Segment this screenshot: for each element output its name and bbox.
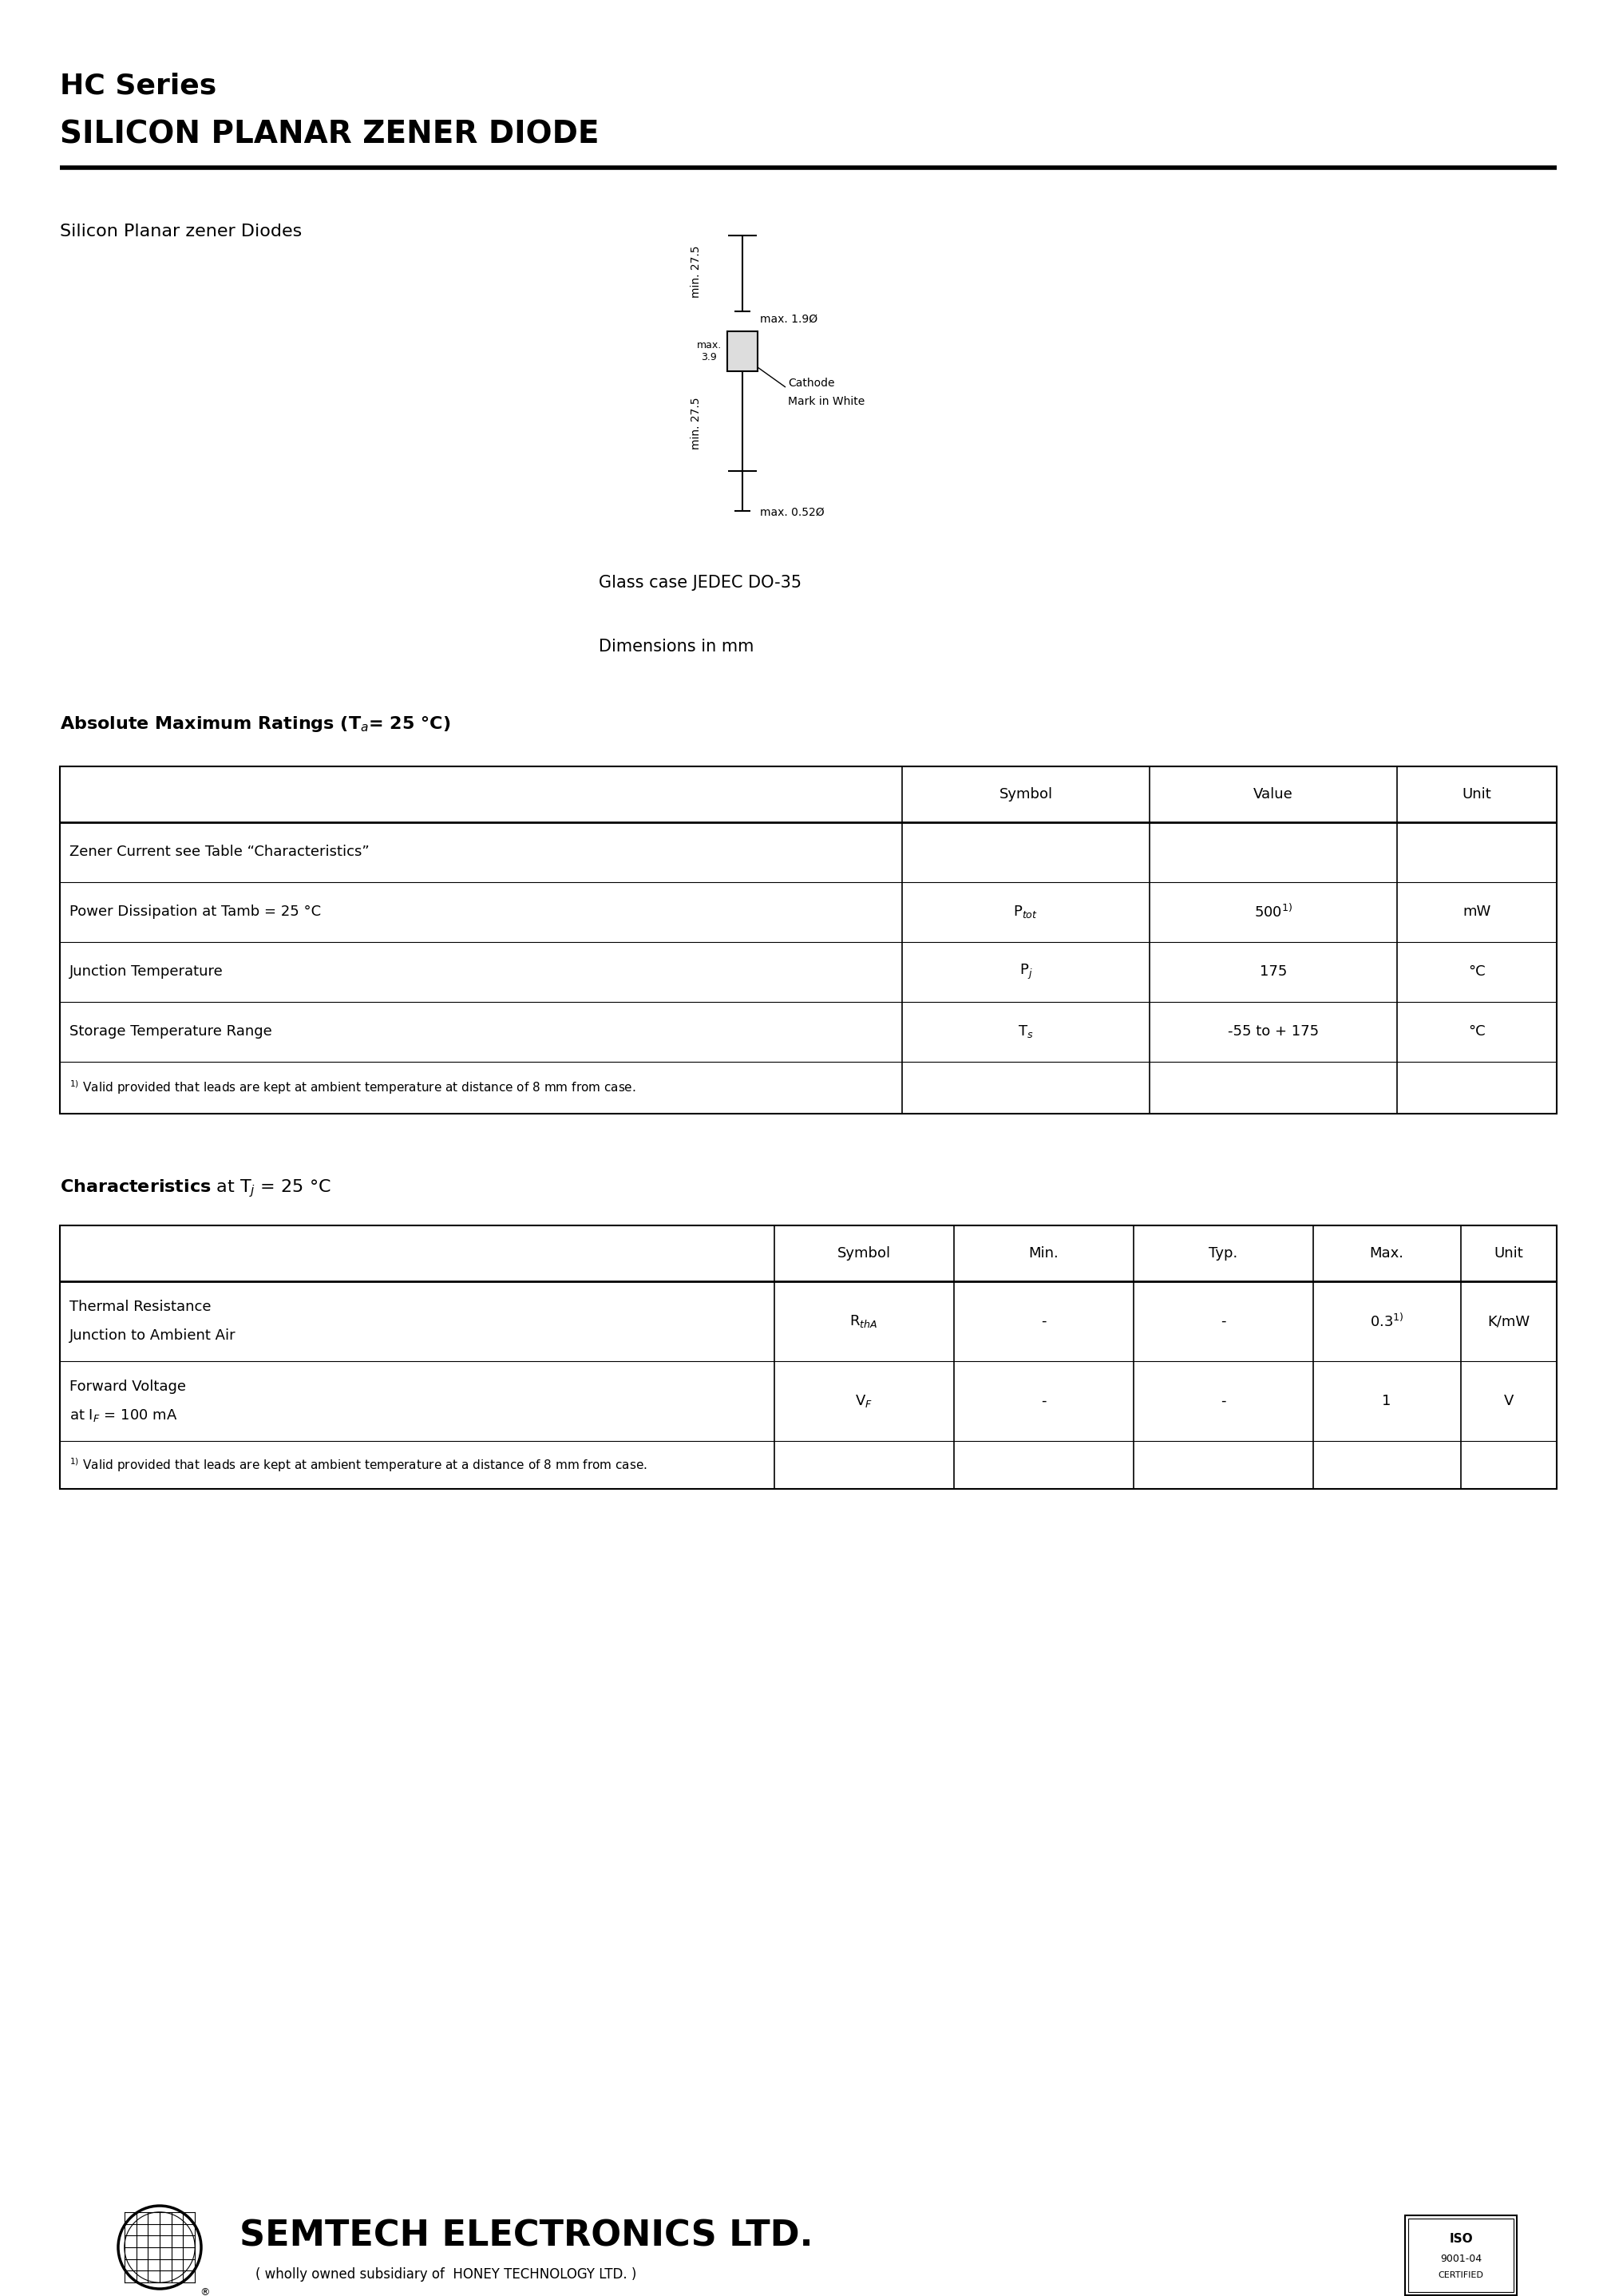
Text: Symbol: Symbol	[837, 1247, 890, 1261]
Bar	[1405, 2216, 1517, 2296]
Text: -: -	[1041, 1394, 1046, 1407]
Text: ISO: ISO	[1450, 2234, 1472, 2245]
Text: R$_{thA}$: R$_{thA}$	[850, 1313, 877, 1329]
Text: min. 27.5: min. 27.5	[691, 246, 702, 298]
Text: T$_{s}$: T$_{s}$	[1019, 1024, 1033, 1040]
Bar	[59, 1226, 1557, 1488]
Text: Silicon Planar zener Diodes: Silicon Planar zener Diodes	[59, 223, 302, 239]
Text: Power Dissipation at Tamb = 25 °C: Power Dissipation at Tamb = 25 °C	[69, 905, 321, 918]
Text: 9001-04: 9001-04	[1440, 2255, 1482, 2264]
Text: max. 0.52Ø: max. 0.52Ø	[760, 507, 824, 519]
Text: P$_{j}$: P$_{j}$	[1019, 962, 1032, 980]
Text: max. 1.9Ø: max. 1.9Ø	[760, 315, 818, 326]
Text: at I$_F$ = 100 mA: at I$_F$ = 100 mA	[69, 1407, 177, 1424]
Text: Typ.: Typ.	[1208, 1247, 1237, 1261]
Text: Min.: Min.	[1028, 1247, 1059, 1261]
Text: min. 27.5: min. 27.5	[691, 397, 702, 450]
Text: $^{1)}$ Valid provided that leads are kept at ambient temperature at distance of: $^{1)}$ Valid provided that leads are ke…	[69, 1079, 636, 1095]
Text: 0.3$^{1)}$: 0.3$^{1)}$	[1369, 1313, 1403, 1329]
Text: SILICON PLANAR ZENER DIODE: SILICON PLANAR ZENER DIODE	[59, 119, 599, 149]
Text: HC Series: HC Series	[59, 71, 217, 99]
Text: Junction Temperature: Junction Temperature	[69, 964, 223, 978]
Text: CERTIFIED: CERTIFIED	[1438, 2271, 1483, 2280]
Text: $^{1)}$ Valid provided that leads are kept at ambient temperature at a distance : $^{1)}$ Valid provided that leads are ke…	[69, 1456, 648, 1474]
Text: max.
3.9: max. 3.9	[696, 340, 722, 363]
Text: Symbol: Symbol	[1000, 788, 1053, 801]
Text: 1: 1	[1382, 1394, 1392, 1407]
Text: Unit: Unit	[1462, 788, 1491, 801]
Bar	[1408, 2218, 1514, 2291]
Bar	[728, 331, 757, 372]
Text: Dimensions in mm: Dimensions in mm	[599, 638, 754, 654]
Text: Max.: Max.	[1369, 1247, 1405, 1261]
Text: °C: °C	[1469, 1024, 1485, 1038]
Text: Cathode: Cathode	[787, 377, 834, 388]
Text: Glass case JEDEC DO-35: Glass case JEDEC DO-35	[599, 574, 802, 590]
Text: Junction to Ambient Air: Junction to Ambient Air	[69, 1329, 236, 1343]
Text: Zener Current see Table “Characteristics”: Zener Current see Table “Characteristics…	[69, 845, 370, 859]
Text: °C: °C	[1469, 964, 1485, 978]
Text: ( wholly owned subsidiary of  HONEY TECHNOLOGY LTD. ): ( wholly owned subsidiary of HONEY TECHN…	[256, 2266, 636, 2282]
Text: P$_{tot}$: P$_{tot}$	[1014, 905, 1038, 921]
Text: Mark in White: Mark in White	[787, 395, 865, 406]
Text: ®: ®	[199, 2287, 209, 2296]
Text: V: V	[1504, 1394, 1514, 1407]
Text: -: -	[1220, 1394, 1226, 1407]
Text: 175: 175	[1260, 964, 1287, 978]
Text: SEMTECH ELECTRONICS LTD.: SEMTECH ELECTRONICS LTD.	[239, 2220, 813, 2255]
Text: mW: mW	[1462, 905, 1491, 918]
Text: K/mW: K/mW	[1488, 1313, 1530, 1329]
Text: Thermal Resistance: Thermal Resistance	[69, 1300, 211, 1313]
Text: -: -	[1220, 1313, 1226, 1329]
Text: V$_F$: V$_F$	[855, 1394, 873, 1410]
Text: -: -	[1041, 1313, 1046, 1329]
Text: Forward Voltage: Forward Voltage	[69, 1380, 186, 1394]
Text: Absolute Maximum Ratings (T$_{a}$= 25 °C): Absolute Maximum Ratings (T$_{a}$= 25 °C…	[59, 714, 450, 735]
Text: $\bf{Characteristics}$ at T$_{j}$ = 25 °C: $\bf{Characteristics}$ at T$_{j}$ = 25 °…	[59, 1178, 331, 1199]
Text: -55 to + 175: -55 to + 175	[1228, 1024, 1319, 1038]
Text: Unit: Unit	[1495, 1247, 1523, 1261]
Text: Value: Value	[1253, 788, 1294, 801]
Bar	[59, 767, 1557, 1114]
Text: Storage Temperature Range: Storage Temperature Range	[69, 1024, 272, 1038]
Text: 500$^{1)}$: 500$^{1)}$	[1253, 902, 1292, 921]
